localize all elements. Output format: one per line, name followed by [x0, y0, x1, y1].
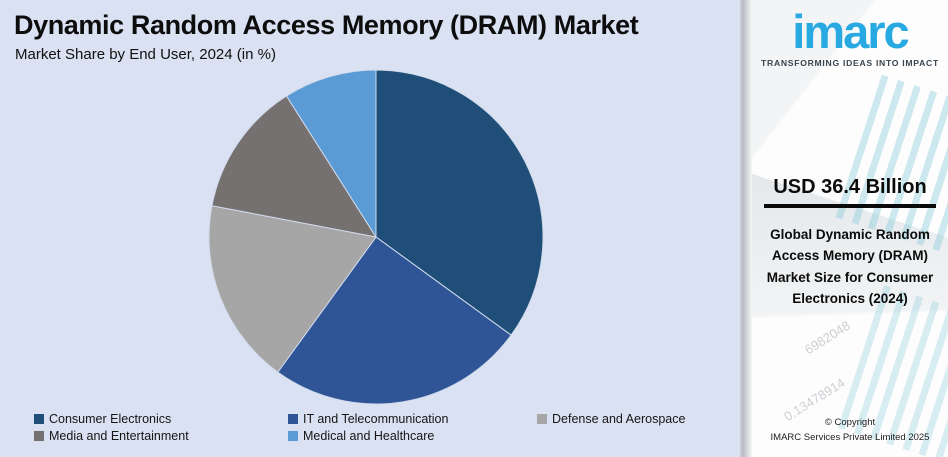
panel-divider: [740, 0, 752, 457]
sidebar-watermark-number: 6982048: [801, 317, 853, 358]
copyright-line2: IMARC Services Private Limited 2025: [770, 431, 930, 443]
legend-item: IT and Telecommunication: [288, 412, 537, 426]
copyright: © Copyright IMARC Services Private Limit…: [752, 415, 948, 445]
sidebar: 6982048 0.13478914 imarc TRANSFORMING ID…: [752, 0, 948, 457]
pie-slice-consumer-electronics: [375, 69, 544, 336]
legend-label: Media and Entertainment: [49, 428, 189, 443]
page-subtitle: Market Share by End User, 2024 (in %): [15, 46, 276, 63]
legend-label: Defense and Aerospace: [552, 411, 686, 426]
chart-canvas: Dynamic Random Access Memory (DRAM) Mark…: [14, 10, 734, 444]
legend-swatch: [537, 413, 547, 424]
stat-divider: [764, 204, 936, 208]
imarc-logo: imarc: [792, 5, 909, 58]
imarc-logo-block: imarc TRANSFORMING IDEAS INTO IMPACT: [752, 6, 948, 68]
legend-item: Media and Entertainment: [34, 429, 288, 443]
legend-item: Defense and Aerospace: [537, 412, 734, 426]
legend-item: Medical and Healthcare: [288, 429, 537, 443]
legend-label: Medical and Healthcare: [303, 428, 435, 443]
legend-swatch: [34, 430, 44, 441]
page-title: Dynamic Random Access Memory (DRAM) Mark…: [14, 10, 639, 40]
sidebar-watermark-fold-bottom: [752, 166, 948, 457]
pie-slice-media-and-entertainment: [211, 95, 377, 238]
imarc-tagline: TRANSFORMING IDEAS INTO IMPACT: [761, 57, 939, 68]
pie-slice-defense-and-aerospace: [208, 205, 377, 373]
legend-swatch: [288, 413, 298, 424]
legend: Consumer Electronics IT and Telecommunica…: [34, 410, 734, 444]
stat-value: USD 36.4 Billion: [773, 176, 927, 198]
legend-swatch: [288, 430, 298, 441]
legend-label: Consumer Electronics: [49, 411, 172, 426]
pie-chart-svg: [208, 69, 544, 405]
legend-item: Consumer Electronics: [34, 412, 288, 426]
legend-swatch: [34, 413, 44, 424]
copyright-line1: © Copyright: [824, 416, 876, 428]
pie-slice-it-and-telecommunication: [277, 236, 512, 405]
pie-slice-medical-and-healthcare: [286, 69, 377, 238]
pie-chart: [206, 67, 546, 407]
stat-description: Global Dynamic Random Access Memory (DRA…: [766, 227, 934, 306]
legend-label: IT and Telecommunication: [303, 411, 449, 426]
